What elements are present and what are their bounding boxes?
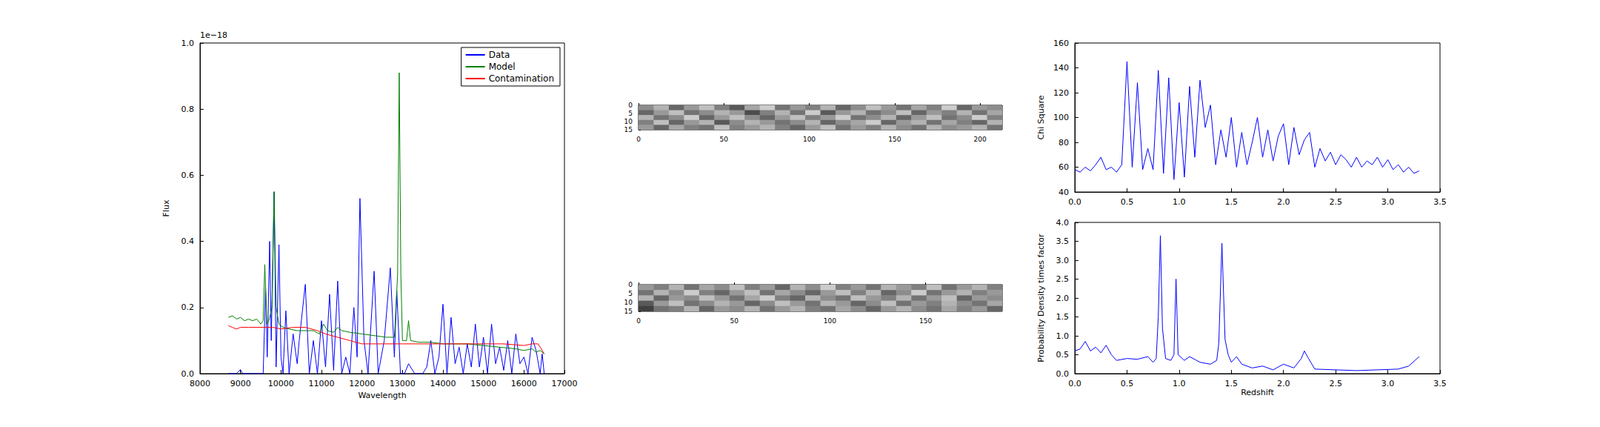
svg-text:2.5: 2.5 [1328, 197, 1343, 207]
svg-text:0.8: 0.8 [181, 104, 195, 115]
svg-text:0: 0 [636, 135, 641, 143]
svg-text:13000: 13000 [389, 378, 416, 389]
svg-text:Model: Model [488, 61, 516, 72]
svg-text:0: 0 [628, 101, 633, 109]
svg-text:0.0: 0.0 [1068, 197, 1082, 207]
svg-text:10000: 10000 [268, 378, 295, 389]
svg-text:3.0: 3.0 [1381, 378, 1395, 389]
svg-text:2.0: 2.0 [1277, 378, 1291, 389]
svg-text:50: 50 [720, 135, 729, 143]
svg-text:0: 0 [636, 317, 641, 325]
svg-text:5: 5 [628, 289, 633, 298]
svg-text:Contamination: Contamination [488, 73, 555, 84]
svg-text:0.6: 0.6 [181, 170, 195, 180]
svg-text:1.0: 1.0 [181, 38, 195, 49]
svg-text:Redshift: Redshift [1240, 387, 1275, 398]
svg-text:2.5: 2.5 [1328, 378, 1343, 389]
svg-text:140: 140 [1053, 62, 1069, 73]
svg-text:160: 160 [1053, 38, 1069, 49]
svg-text:150: 150 [888, 135, 901, 143]
svg-text:10: 10 [624, 117, 634, 126]
svg-text:1.0: 1.0 [1056, 331, 1070, 341]
svg-text:40: 40 [1058, 187, 1069, 198]
svg-text:60: 60 [1058, 162, 1069, 172]
svg-text:4.0: 4.0 [1056, 217, 1070, 228]
svg-text:9000: 9000 [230, 378, 252, 389]
svg-text:15000: 15000 [470, 378, 497, 389]
svg-text:0.0: 0.0 [181, 368, 195, 379]
svg-text:16000: 16000 [511, 378, 538, 389]
svg-text:10: 10 [624, 298, 634, 306]
svg-text:0: 0 [628, 280, 633, 289]
svg-text:120: 120 [1053, 88, 1069, 98]
svg-text:8000: 8000 [189, 378, 211, 389]
svg-text:200: 200 [973, 135, 986, 143]
svg-text:3.5: 3.5 [1433, 197, 1447, 207]
svg-text:12000: 12000 [348, 378, 375, 389]
svg-text:Probability Density times fact: Probability Density times factor [1036, 233, 1046, 363]
svg-text:2.5: 2.5 [1056, 274, 1070, 284]
svg-text:3.5: 3.5 [1433, 378, 1447, 389]
svg-text:3.5: 3.5 [1056, 236, 1070, 246]
svg-text:3.0: 3.0 [1056, 255, 1070, 266]
svg-text:0.5: 0.5 [1120, 378, 1135, 389]
svg-text:1.5: 1.5 [1225, 197, 1239, 207]
svg-text:2.0: 2.0 [1056, 293, 1070, 303]
svg-text:0.5: 0.5 [1056, 349, 1070, 360]
svg-text:Wavelength: Wavelength [357, 390, 406, 400]
svg-text:1.5: 1.5 [1056, 311, 1070, 322]
svg-text:1.0: 1.0 [1172, 378, 1186, 389]
svg-text:5: 5 [628, 109, 633, 118]
svg-text:Flux: Flux [161, 199, 172, 217]
svg-text:1.5: 1.5 [1225, 378, 1239, 389]
svg-text:Data: Data [488, 49, 511, 60]
svg-text:11000: 11000 [308, 378, 335, 389]
svg-text:Chi Square: Chi Square [1036, 94, 1046, 140]
svg-text:80: 80 [1058, 137, 1069, 148]
svg-text:15: 15 [624, 125, 633, 134]
svg-text:0.0: 0.0 [1068, 378, 1082, 389]
svg-text:50: 50 [729, 317, 739, 325]
svg-text:1.0: 1.0 [1172, 197, 1186, 207]
svg-text:2.0: 2.0 [1277, 197, 1291, 207]
svg-text:0.0: 0.0 [1056, 368, 1070, 379]
svg-text:14000: 14000 [430, 378, 457, 389]
svg-text:0.2: 0.2 [181, 302, 195, 312]
svg-text:0.4: 0.4 [181, 236, 195, 246]
svg-text:15: 15 [624, 307, 633, 315]
svg-text:150: 150 [919, 317, 932, 325]
svg-text:1e−18: 1e−18 [200, 30, 228, 40]
svg-text:100: 100 [823, 317, 837, 325]
svg-text:0.5: 0.5 [1120, 197, 1135, 207]
svg-text:3.0: 3.0 [1381, 197, 1395, 207]
svg-text:100: 100 [1053, 112, 1069, 123]
svg-text:100: 100 [802, 135, 816, 143]
svg-text:17000: 17000 [551, 378, 578, 389]
